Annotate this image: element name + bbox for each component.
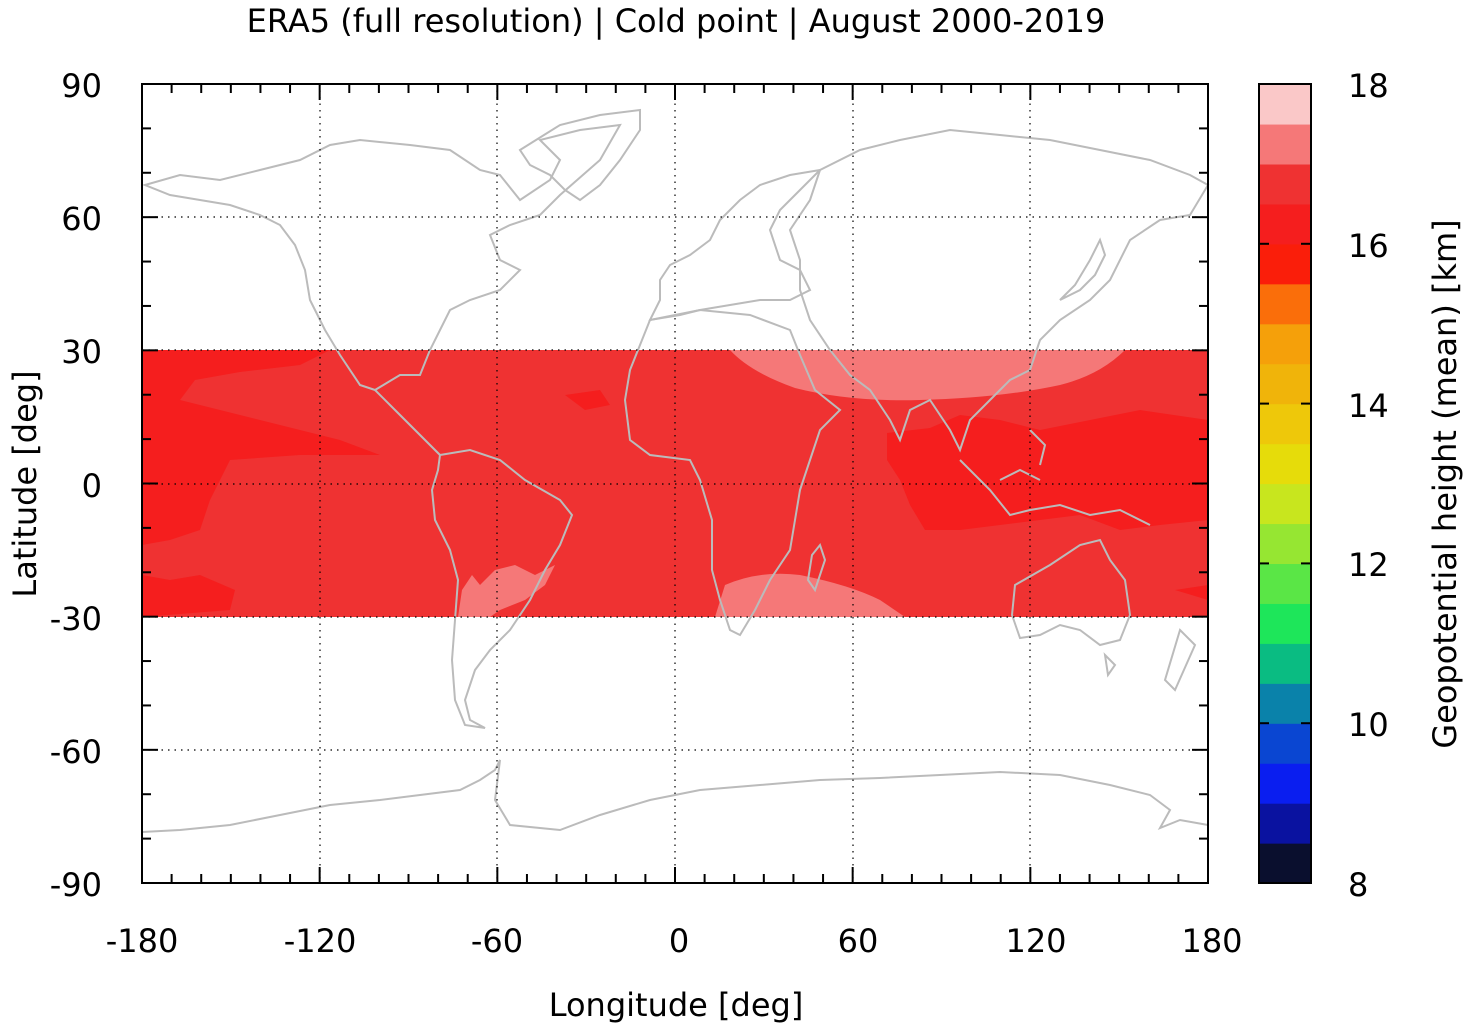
coastline-madagascar bbox=[806, 542, 827, 593]
colorbar-segment bbox=[1259, 563, 1311, 604]
grid-lines bbox=[142, 84, 1208, 883]
chart-title: ERA5 (full resolution) | Cold point | Au… bbox=[247, 2, 1106, 40]
colorbar-tick-label: 18 bbox=[1348, 67, 1389, 105]
y-tick-label: 60 bbox=[61, 200, 102, 238]
colorbar-segment bbox=[1259, 203, 1311, 245]
x-tick-label: 60 bbox=[838, 922, 879, 960]
coastline-africa bbox=[623, 308, 842, 637]
colorbar-segment bbox=[1259, 443, 1311, 485]
colorbar-tick-label: 14 bbox=[1348, 387, 1389, 425]
x-tick-label: 120 bbox=[1005, 922, 1066, 960]
coastline-asia bbox=[788, 128, 1210, 453]
patch-south-pacific-east bbox=[1175, 585, 1208, 600]
y-tick-label: 90 bbox=[61, 67, 102, 105]
colorbar-segment bbox=[1259, 723, 1311, 764]
x-tick-label: -180 bbox=[106, 922, 179, 960]
colorbar-segment bbox=[1259, 683, 1311, 724]
coastline-greenland bbox=[518, 108, 641, 202]
colorbar-tick-label: 10 bbox=[1348, 706, 1389, 744]
patch-eastern-pacific-south bbox=[142, 575, 235, 617]
colorbar-segment bbox=[1259, 363, 1311, 405]
colorbar-segment bbox=[1259, 123, 1311, 165]
colorbar-segment bbox=[1259, 323, 1311, 365]
y-tick-label: -60 bbox=[50, 733, 102, 771]
colorbar-segment bbox=[1259, 843, 1311, 884]
colorbar-segment bbox=[1259, 283, 1311, 325]
colorbar-tick-label: 8 bbox=[1348, 866, 1368, 904]
colorbar-segment bbox=[1259, 403, 1311, 445]
y-tick-label: 0 bbox=[82, 467, 102, 505]
y-tick-labels: 90 60 30 0 -30 -60 -90 bbox=[50, 67, 102, 904]
colorbar bbox=[1259, 83, 1311, 884]
coastline-maritime-continent bbox=[959, 429, 1151, 526]
coastline-australia bbox=[1010, 538, 1132, 647]
colorbar-tick-label: 12 bbox=[1348, 546, 1389, 584]
x-tick-label: -60 bbox=[471, 922, 523, 960]
colorbar-segment bbox=[1259, 603, 1311, 644]
x-tick-label: 180 bbox=[1181, 922, 1242, 960]
patch-warm-pool bbox=[887, 410, 1208, 530]
coastline-north-america bbox=[141, 123, 622, 392]
y-axis-label: Latitude [deg] bbox=[6, 370, 44, 597]
axis-ticks bbox=[141, 83, 1209, 884]
coastline-japan bbox=[1059, 237, 1107, 301]
y-tick-label: -30 bbox=[50, 600, 102, 638]
x-tick-label: 0 bbox=[669, 922, 689, 960]
x-tick-label: -120 bbox=[284, 922, 357, 960]
y-tick-label: -90 bbox=[50, 866, 102, 904]
colorbar-segment bbox=[1259, 84, 1311, 125]
colorbar-label: Geopotential height (mean) [km] bbox=[1426, 219, 1464, 748]
x-axis-label: Longitude [deg] bbox=[549, 986, 804, 1024]
coastline-south-america bbox=[430, 448, 574, 729]
colorbar-segment bbox=[1259, 523, 1311, 564]
coastline-europe bbox=[648, 168, 823, 322]
coastline-antarctica bbox=[141, 759, 1209, 833]
colorbar-segment bbox=[1259, 163, 1311, 205]
colorbar-frame bbox=[1258, 83, 1312, 884]
coastlines bbox=[141, 108, 1210, 833]
coastline-tasmania-nz bbox=[1103, 628, 1197, 692]
coastline-central-america bbox=[374, 389, 441, 456]
colorbar-segment bbox=[1259, 483, 1311, 525]
patch-eastern-pacific-north bbox=[142, 350, 380, 545]
y-tick-label: 30 bbox=[61, 333, 102, 371]
colorbar-segment bbox=[1259, 803, 1311, 844]
patch-south-america bbox=[458, 565, 555, 617]
patch-southern-africa bbox=[715, 573, 905, 617]
patch-atlantic bbox=[565, 390, 610, 410]
patch-asian-monsoon bbox=[730, 350, 1125, 401]
colorbar-segment bbox=[1259, 763, 1311, 804]
colorbar-segment bbox=[1259, 643, 1311, 684]
colorbar-tick-labels: 18 16 14 12 10 8 bbox=[1348, 67, 1389, 904]
x-tick-labels: -180 -120 -60 0 60 120 180 bbox=[106, 922, 1243, 960]
colorbar-tick-label: 16 bbox=[1348, 227, 1389, 265]
colorbar-segment bbox=[1259, 243, 1311, 285]
